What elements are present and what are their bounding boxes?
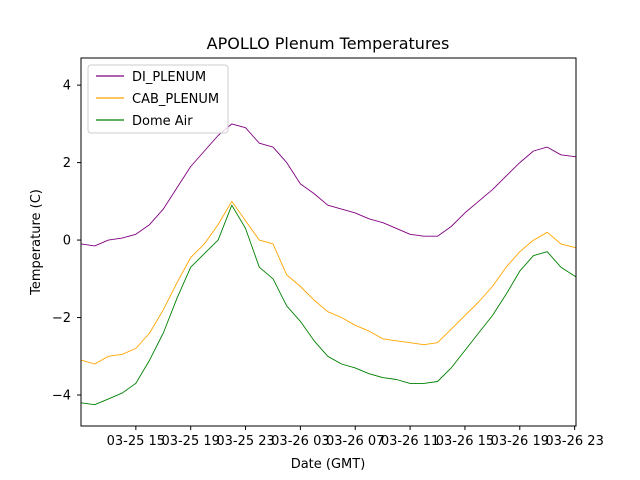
x-tick-label: 03-26 23 [545,434,603,449]
legend-label: DI_PLENUM [132,70,206,85]
chart-title: APOLLO Plenum Temperatures [207,34,450,53]
legend-label: Dome Air [132,114,193,129]
x-tick-label: 03-26 19 [491,434,549,449]
x-tick-label: 03-26 15 [436,434,494,449]
plot-lines [80,123,577,406]
series-line-cab-plenum [80,200,577,365]
x-tick-label: 03-26 07 [326,434,384,449]
y-tick-label: 4 [63,79,71,94]
legend-box [87,64,229,134]
y-tick-label: −4 [52,389,71,404]
series-line-dome-air [80,204,577,406]
x-tick-label: 03-25 23 [216,434,274,449]
y-axis-label: Temperature (C) [29,189,44,296]
y-tick-label: −2 [52,311,71,326]
y-axis-ticks: −4 −2 0 2 4 [52,79,81,404]
legend-label: CAB_PLENUM [132,92,219,107]
x-tick-label: 03-25 19 [161,434,219,449]
legend: DI_PLENUM CAB_PLENUM Dome Air [87,64,229,134]
y-tick-label: 2 [63,156,71,171]
plot-frame [80,57,577,427]
y-tick-label: 0 [63,234,71,249]
x-tick-label: 03-25 15 [107,434,165,449]
x-tick-label: 03-26 11 [381,434,439,449]
series-line-di-plenum [80,123,577,247]
x-tick-label: 03-26 03 [271,434,329,449]
x-axis-label: Date (GMT) [291,457,366,472]
